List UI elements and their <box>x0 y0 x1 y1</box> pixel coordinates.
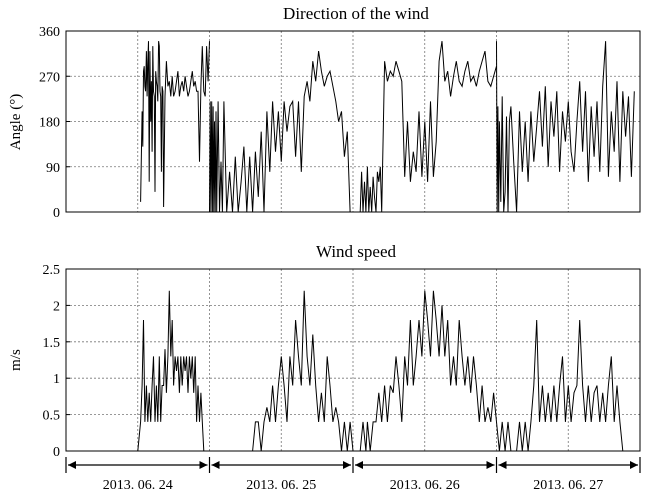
direction-series-segment-3 <box>359 41 497 213</box>
speed-y-tick-label: 2 <box>53 299 60 314</box>
speed-series-segment-3 <box>359 290 497 452</box>
direction-y-tick-label: 90 <box>46 161 60 176</box>
speed-series <box>132 290 632 452</box>
direction-y-tick-label: 270 <box>39 70 60 85</box>
speed-grid <box>66 269 640 451</box>
speed-series-segment-1 <box>132 290 210 452</box>
speed-y-tick-label: 2.5 <box>43 263 61 278</box>
arrow-right-icon <box>486 461 495 469</box>
arrow-right-icon <box>630 461 638 469</box>
arrow-right-icon <box>343 461 351 469</box>
speed-y-label: m/s <box>8 349 24 371</box>
direction-y-tick-label: 0 <box>53 206 60 221</box>
date-label: 2013. 06. 27 <box>533 478 603 493</box>
arrow-left-icon <box>211 461 220 469</box>
speed-panel: Wind speed 0 0.5 1 1.5 2 2.5 m/s <box>8 242 641 460</box>
speed-y-tick-label: 0 <box>53 445 60 460</box>
direction-y-tick-label: 360 <box>39 25 60 40</box>
arrow-right-icon <box>199 461 208 469</box>
direction-series-segment-4 <box>496 41 635 213</box>
direction-y-tick-label: 180 <box>39 116 60 131</box>
speed-y-ticks: 0 0.5 1 1.5 2 2.5 <box>43 263 70 460</box>
date-label: 2013. 06. 26 <box>390 478 460 493</box>
speed-plot-frame <box>65 268 641 452</box>
direction-y-label: Angle (°) <box>8 94 24 150</box>
arrow-left-icon <box>355 461 363 469</box>
direction-series <box>140 41 635 213</box>
speed-series-segment-2 <box>252 290 354 452</box>
date-label: 2013. 06. 25 <box>246 478 316 493</box>
speed-series-segment-4 <box>496 319 632 452</box>
speed-y-tick-label: 1.5 <box>43 336 61 351</box>
date-label: 2013. 06. 24 <box>103 478 173 493</box>
speed-title: Wind speed <box>316 242 397 261</box>
direction-series-segment-1 <box>140 41 210 208</box>
speed-y-tick-label: 1 <box>53 372 60 387</box>
speed-y-tick-label: 0.5 <box>43 409 61 424</box>
date-axis: 2013. 06. 24 2013. 06. 25 2013. 06. 26 2013… <box>65 457 641 493</box>
direction-panel: Direction of the wind 0 90 180 270 360 Angle… <box>8 4 641 221</box>
arrow-left-icon <box>498 461 507 469</box>
arrow-left-icon <box>68 461 76 469</box>
direction-y-ticks: 0 90 180 270 360 <box>39 25 70 221</box>
direction-title: Direction of the wind <box>283 4 429 23</box>
